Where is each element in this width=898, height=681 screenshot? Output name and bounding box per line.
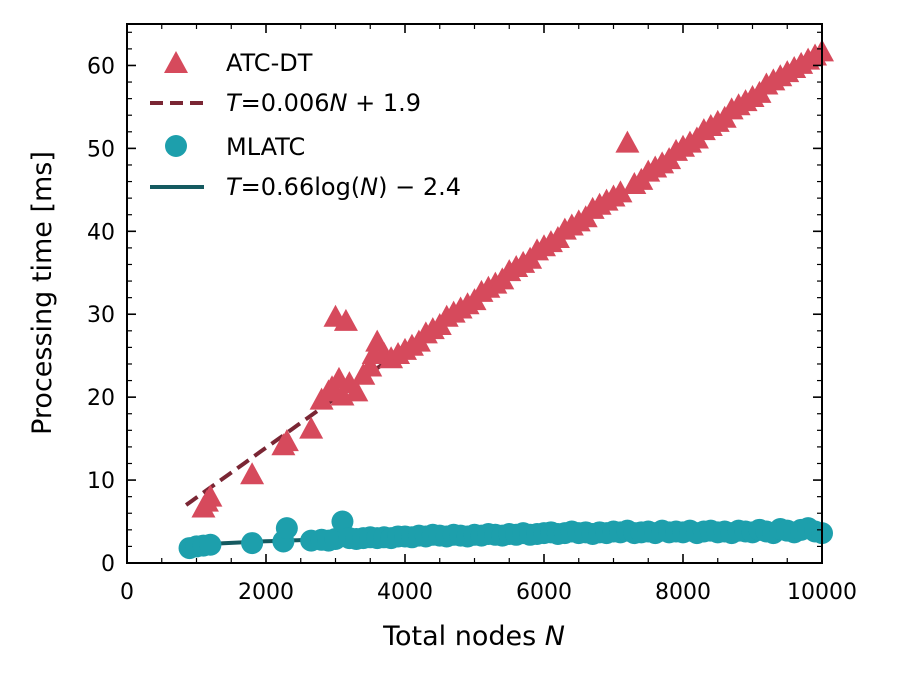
x-tick-label: 2000 — [238, 580, 294, 605]
atc-dt-point — [358, 354, 383, 377]
legend-marker-atc-dt — [164, 51, 188, 73]
y-tick-label: 40 — [87, 220, 115, 245]
atc-dt-point — [344, 379, 369, 402]
x-tick-label: 8000 — [655, 580, 711, 605]
axis-ticks: 0 2000 4000 6000 8000 10000 0 10 20 30 40 50 60 — [87, 24, 857, 605]
atc-dt-point — [198, 484, 223, 507]
y-axis-label: Processing time [ms] — [27, 151, 58, 435]
y-tick-label: 10 — [87, 469, 115, 494]
legend-label-atc-fit: T=0.006N + 1.9 — [226, 89, 421, 117]
atc-dt-point — [299, 416, 324, 439]
mlatc-point — [331, 510, 354, 533]
mlatc-point — [241, 532, 264, 555]
y-tick-label: 50 — [87, 137, 115, 162]
legend-label-mlatc-fit: T=0.66log(N) − 2.4 — [226, 173, 461, 201]
y-tick-label: 20 — [87, 386, 115, 411]
mlatc-point — [275, 517, 298, 540]
data-points — [178, 39, 834, 560]
x-tick-label: 6000 — [516, 580, 572, 605]
x-axis-label-var: N — [545, 621, 565, 652]
y-tick-label: 0 — [101, 552, 115, 577]
x-tick-label: 0 — [120, 580, 134, 605]
atc-dt-point — [274, 429, 299, 452]
x-axis-label: Total nodes N — [382, 621, 565, 652]
y-tick-label: 60 — [87, 54, 115, 79]
atc-dt-point — [333, 308, 358, 331]
legend: ATC-DT T=0.006N + 1.9 MLATC T=0.66log(N)… — [150, 49, 461, 201]
y-tick-label: 30 — [87, 303, 115, 328]
legend-label-atc-dt: ATC-DT — [226, 49, 313, 77]
atc-dt-point — [608, 180, 633, 203]
legend-marker-mlatc — [165, 135, 187, 157]
x-tick-label: 4000 — [377, 580, 433, 605]
mlatc-point — [199, 533, 222, 556]
atc-dt-point — [615, 130, 640, 153]
legend-label-mlatc: MLATC — [226, 133, 305, 161]
x-tick-label: 10000 — [787, 580, 857, 605]
atc-dt-point — [240, 462, 265, 485]
